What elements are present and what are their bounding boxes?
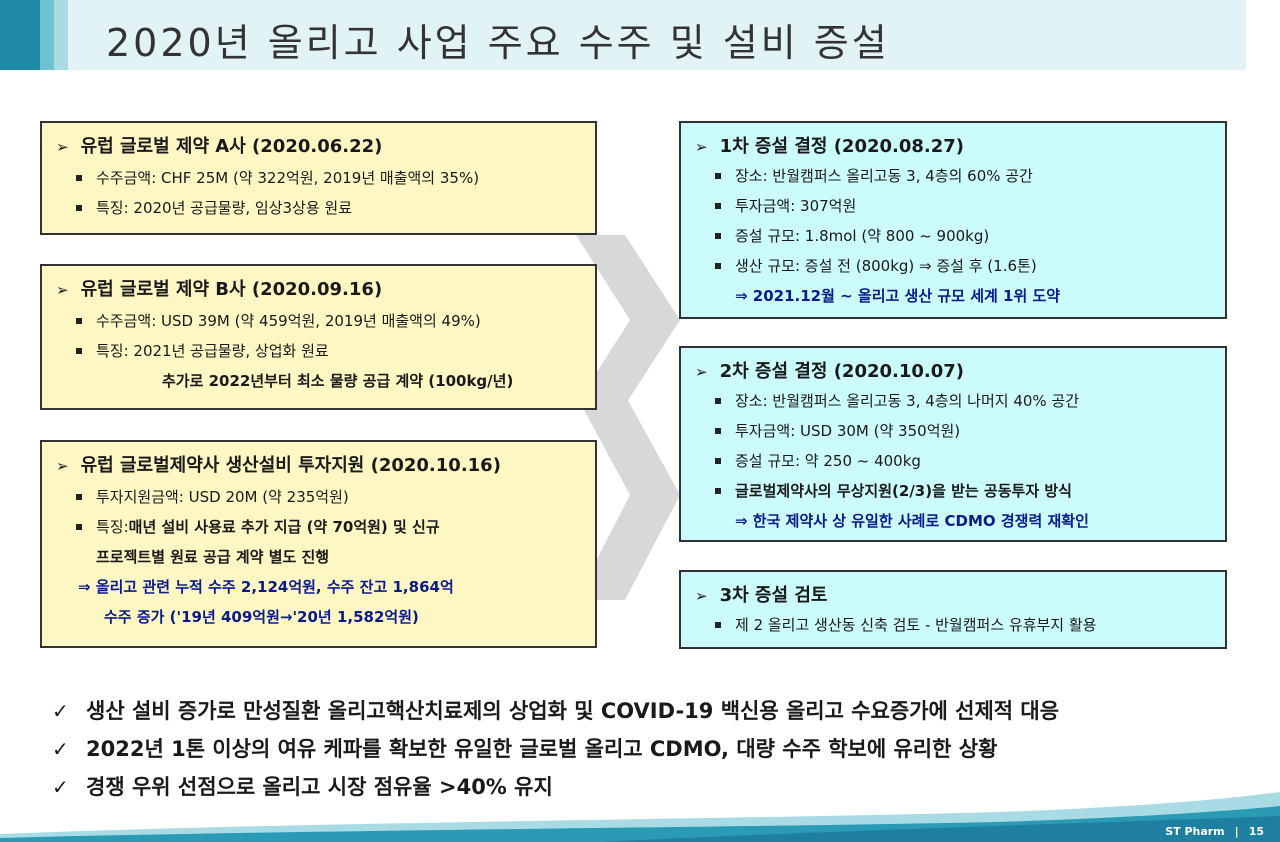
page-number: 15 xyxy=(1248,825,1264,838)
footer-wave xyxy=(0,792,1280,842)
list-item: 투자지원금액: USD 20M (약 235억원) xyxy=(56,482,581,512)
square-bullet-icon xyxy=(76,318,82,324)
expansion-box-3: ➢ 3차 증설 검토 제 2 올리고 생산동 신축 검토 - 반월캠퍼스 유휴부… xyxy=(679,570,1227,649)
additional-contract-note: 추가로 2022년부터 최소 물량 공급 계약 (100kg/년) xyxy=(162,372,514,390)
arrow-right-icon: ➢ xyxy=(695,363,708,381)
order-box-b: ➢ 유럽 글로벌 제약 B사 (2020.09.16) 수주금액: USD 39… xyxy=(40,264,597,410)
arrow-right-icon: ➢ xyxy=(56,457,69,475)
summary-bullets: ✓ 생산 설비 증가로 만성질환 올리고핵산치료제의 상업화 및 COVID-1… xyxy=(52,692,1242,806)
square-bullet-icon xyxy=(715,263,721,269)
footer-separator: | xyxy=(1234,825,1239,838)
page-title: 2020년 올리고 사업 주요 수주 및 설비 증설 xyxy=(106,21,890,65)
list-item: 투자금액: USD 30M (약 350억원) xyxy=(695,416,1211,446)
square-bullet-icon xyxy=(715,458,721,464)
list-item: 수주금액: CHF 25M (약 322억원, 2019년 매출액의 35%) xyxy=(56,163,581,193)
list-item: 장소: 반월캠퍼스 올리고동 3, 4층의 60% 공간 xyxy=(695,161,1211,191)
list-item: 제 2 올리고 생산동 신축 검토 - 반월캠퍼스 유휴부지 활용 xyxy=(695,610,1211,640)
order-box-title: 유럽 글로벌 제약 B사 (2020.09.16) xyxy=(80,279,383,300)
order-increase-note: 수주 증가 ('19년 409억원→'20년 1,582억원) xyxy=(104,608,419,626)
square-bullet-icon xyxy=(715,488,721,494)
square-bullet-icon xyxy=(715,233,721,239)
square-bullet-icon xyxy=(76,205,82,211)
header-bar xyxy=(68,0,1246,70)
list-item: 글로벌제약사의 무상지원(2/3)을 받는 공동투자 방식 xyxy=(695,476,1211,506)
expansion-box-2: ➢ 2차 증설 결정 (2020.10.07) 장소: 반월캠퍼스 올리고동 3… xyxy=(679,346,1227,542)
square-bullet-icon xyxy=(715,173,721,179)
order-box-title: 유럽 글로벌 제약 A사 (2020.06.22) xyxy=(80,136,383,157)
square-bullet-icon xyxy=(76,494,82,500)
list-item: 특징: 매년 설비 사용료 추가 지급 (약 70억원) 및 신규 xyxy=(56,512,581,542)
list-item: 장소: 반월캠퍼스 올리고동 3, 4층의 나머지 40% 공간 xyxy=(695,386,1211,416)
square-bullet-icon xyxy=(715,428,721,434)
square-bullet-icon xyxy=(715,622,721,628)
summary-bullet: ✓ 경쟁 우위 선점으로 올리고 시장 점유율 >40% 유지 xyxy=(52,768,1242,806)
company-name: ST Pharm xyxy=(1165,825,1225,838)
order-box-title: 유럽 글로벌제약사 생산설비 투자지원 (2020.10.16) xyxy=(80,455,501,476)
arrow-right-icon: ➢ xyxy=(56,138,69,156)
expansion-box-1: ➢ 1차 증설 결정 (2020.08.27) 장소: 반월캠퍼스 올리고동 3… xyxy=(679,121,1227,319)
square-bullet-icon xyxy=(76,348,82,354)
list-item: 증설 규모: 약 250 ~ 400kg xyxy=(695,446,1211,476)
background-chevron-arrows xyxy=(576,235,680,600)
check-icon: ✓ xyxy=(52,699,69,723)
order-box-a: ➢ 유럽 글로벌 제약 A사 (2020.06.22) 수주금액: CHF 25… xyxy=(40,121,597,235)
square-bullet-icon xyxy=(76,175,82,181)
list-item: 특징: 2021년 공급물량, 상업화 원료 xyxy=(56,336,581,366)
summary-bullet: ✓ 생산 설비 증가로 만성질환 올리고핵산치료제의 상업화 및 COVID-1… xyxy=(52,692,1242,730)
investment-support-box: ➢ 유럽 글로벌제약사 생산설비 투자지원 (2020.10.16) 투자지원금… xyxy=(40,440,597,648)
list-item: 투자금액: 307억원 xyxy=(695,191,1211,221)
expansion-note: ⇒ 2021.12월 ~ 올리고 생산 규모 세계 1위 도약 xyxy=(735,287,1061,305)
arrow-right-icon: ➢ xyxy=(695,587,708,605)
expansion-note: ⇒ 한국 제약사 상 유일한 사례로 CDMO 경쟁력 재확인 xyxy=(735,512,1089,530)
list-item: 특징: 2020년 공급물량, 임상3상용 원료 xyxy=(56,193,581,223)
square-bullet-icon xyxy=(715,203,721,209)
list-item: 증설 규모: 1.8mol (약 800 ~ 900kg) xyxy=(695,221,1211,251)
arrow-right-icon: ➢ xyxy=(695,138,708,156)
check-icon: ✓ xyxy=(52,775,69,799)
check-icon: ✓ xyxy=(52,737,69,761)
list-item: 수주금액: USD 39M (약 459억원, 2019년 매출액의 49%) xyxy=(56,306,581,336)
feature-continuation: 프로젝트별 원료 공급 계약 별도 진행 xyxy=(96,548,330,566)
header-stripes xyxy=(0,0,90,70)
summary-bullet: ✓ 2022년 1톤 이상의 여유 케파를 확보한 유일한 글로벌 올리고 CD… xyxy=(52,730,1242,768)
expansion-box-title: 1차 증설 결정 (2020.08.27) xyxy=(719,136,965,157)
expansion-box-title: 3차 증설 검토 xyxy=(719,585,828,606)
cumulative-order-note: ⇒ 올리고 관련 누적 수주 2,124억원, 수주 잔고 1,864억 xyxy=(78,578,454,596)
square-bullet-icon xyxy=(76,524,82,530)
footer: ST Pharm | 15 xyxy=(1165,825,1264,838)
expansion-box-title: 2차 증설 결정 (2020.10.07) xyxy=(719,361,965,382)
square-bullet-icon xyxy=(715,398,721,404)
arrow-right-icon: ➢ xyxy=(56,281,69,299)
list-item: 생산 규모: 증설 전 (800kg) ⇒ 증설 후 (1.6톤) xyxy=(695,251,1211,281)
